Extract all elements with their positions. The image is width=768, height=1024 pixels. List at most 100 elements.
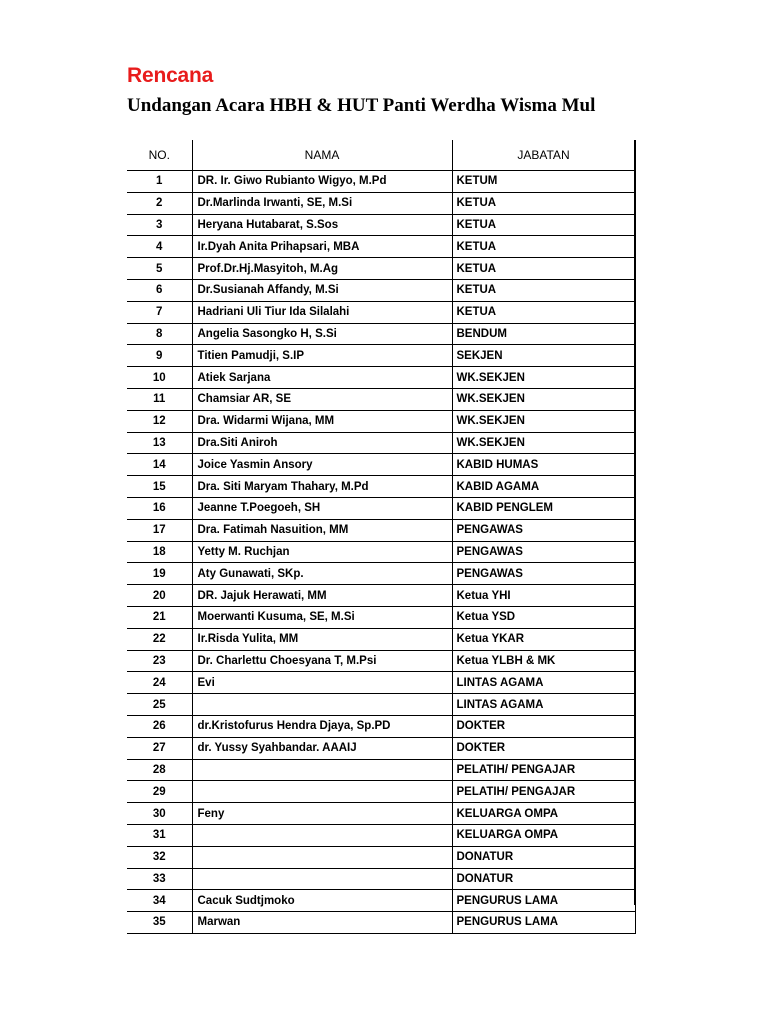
cell-nama: Ir.Risda Yulita, MM	[192, 628, 453, 651]
cell-jabatan: KETUA	[452, 214, 636, 237]
cell-nama: Marwan	[192, 911, 453, 934]
cell-jabatan: WK.SEKJEN	[452, 366, 636, 389]
table-row: 19 Aty Gunawati, SKp. PENGAWAS	[127, 562, 636, 586]
cell-nama: Chamsiar AR, SE	[192, 388, 453, 411]
cell-jabatan: PELATIH/ PENGAJAR	[452, 780, 636, 804]
cell-nama: Dra. Widarmi Wijana, MM	[192, 410, 453, 433]
table-row: 33 DONATUR	[127, 868, 636, 891]
cell-nama: Dra.Siti Aniroh	[192, 432, 453, 455]
table-row: 14 Joice Yasmin Ansory KABID HUMAS	[127, 453, 636, 477]
cell-nama	[192, 759, 453, 782]
cell-nama: Evi	[192, 671, 453, 695]
roster-table: NO. NAMA JABATAN 1 DR. Ir. Giwo Rubianto …	[127, 140, 636, 934]
table-row: 10 Atiek Sarjana WK.SEKJEN	[127, 366, 636, 389]
cell-nama	[192, 868, 453, 891]
cell-nama: Titien Pamudji, S.IP	[192, 344, 453, 368]
cell-no: 15	[127, 475, 193, 498]
cell-jabatan: WK.SEKJEN	[452, 388, 636, 411]
cell-no: 30	[127, 802, 193, 825]
table-row: 13 Dra.Siti Aniroh WK.SEKJEN	[127, 432, 636, 455]
table-row: 17 Dra. Fatimah Nasuition, MM PENGAWAS	[127, 519, 636, 542]
table-row: 23 Dr. Charlettu Choesyana T, M.Psi Ketua …	[127, 650, 636, 673]
cell-jabatan: KETUA	[452, 301, 636, 324]
cell-no: 18	[127, 541, 193, 564]
table-row: 15 Dra. Siti Maryam Thahary, M.Pd KABID AG…	[127, 475, 636, 498]
roster-table-container: NO. NAMA JABATAN 1 DR. Ir. Giwo Rubianto …	[127, 140, 636, 934]
table-header-row: NO. NAMA JABATAN	[127, 140, 636, 171]
cell-no: 19	[127, 562, 193, 586]
cell-no: 23	[127, 650, 193, 673]
cell-jabatan: KETUA	[452, 192, 636, 215]
cell-no: 22	[127, 628, 193, 651]
cell-jabatan: LINTAS AGAMA	[452, 693, 636, 716]
cell-nama	[192, 824, 453, 847]
table-right-border	[634, 140, 636, 905]
cell-no: 5	[127, 257, 193, 280]
cell-no: 7	[127, 301, 193, 324]
cell-nama: Ir.Dyah Anita Prihapsari, MBA	[192, 235, 453, 259]
table-row: 31 KELUARGA OMPA	[127, 824, 636, 847]
cell-no: 3	[127, 214, 193, 237]
cell-no: 28	[127, 759, 193, 782]
table-row: 18 Yetty M. Ruchjan PENGAWAS	[127, 541, 636, 564]
cell-no: 27	[127, 737, 193, 760]
cell-jabatan: PENGURUS LAMA	[452, 911, 636, 934]
table-row: 28 PELATIH/ PENGAJAR	[127, 759, 636, 782]
cell-no: 13	[127, 432, 193, 455]
table-row: 21 Moerwanti Kusuma, SE, M.Si Ketua YSD	[127, 606, 636, 629]
cell-jabatan: WK.SEKJEN	[452, 432, 636, 455]
cell-jabatan: DONATUR	[452, 868, 636, 891]
table-row: 6 Dr.Susianah Affandy, M.Si KETUA	[127, 279, 636, 302]
cell-no: 17	[127, 519, 193, 542]
cell-jabatan: PENGAWAS	[452, 562, 636, 586]
cell-jabatan: KELUARGA OMPA	[452, 802, 636, 825]
table-row: 29 PELATIH/ PENGAJAR	[127, 780, 636, 804]
cell-no: 1	[127, 170, 193, 193]
table-header: NO. NAMA JABATAN	[127, 140, 636, 171]
cell-nama: Dra. Fatimah Nasuition, MM	[192, 519, 453, 542]
cell-no: 35	[127, 911, 193, 934]
cell-no: 24	[127, 671, 193, 695]
cell-no: 25	[127, 693, 193, 716]
column-header-jabatan: JABATAN	[452, 140, 636, 171]
cell-no: 21	[127, 606, 193, 629]
cell-no: 34	[127, 889, 193, 913]
cell-jabatan: PENGAWAS	[452, 519, 636, 542]
cell-nama: Prof.Dr.Hj.Masyitoh, M.Ag	[192, 257, 453, 280]
cell-no: 2	[127, 192, 193, 215]
table-row: 9 Titien Pamudji, S.IP SEKJEN	[127, 344, 636, 368]
cell-no: 26	[127, 715, 193, 738]
cell-jabatan: Ketua YKAR	[452, 628, 636, 651]
cell-no: 32	[127, 846, 193, 869]
table-row: 24 Evi LINTAS AGAMA	[127, 671, 636, 695]
page-title: Rencana	[127, 64, 214, 87]
cell-no: 11	[127, 388, 193, 411]
cell-no: 31	[127, 824, 193, 847]
table-row: 4 Ir.Dyah Anita Prihapsari, MBA KETUA	[127, 235, 636, 259]
cell-nama: Jeanne T.Poegoeh, SH	[192, 497, 453, 520]
cell-nama: DR. Ir. Giwo Rubianto Wigyo, M.Pd	[192, 170, 453, 193]
table-row: 2 Dr.Marlinda Irwanti, SE, M.Si KETUA	[127, 192, 636, 215]
cell-no: 8	[127, 323, 193, 346]
cell-jabatan: KABID AGAMA	[452, 475, 636, 498]
cell-nama	[192, 780, 453, 804]
cell-no: 10	[127, 366, 193, 389]
cell-nama: Dra. Siti Maryam Thahary, M.Pd	[192, 475, 453, 498]
table-row: 25 LINTAS AGAMA	[127, 693, 636, 716]
table-row: 32 DONATUR	[127, 846, 636, 869]
cell-nama: Moerwanti Kusuma, SE, M.Si	[192, 606, 453, 629]
cell-jabatan: KABID PENGLEM	[452, 497, 636, 520]
table-row: 7 Hadriani Uli Tiur Ida Silalahi KETUA	[127, 301, 636, 324]
cell-no: 33	[127, 868, 193, 891]
cell-nama: Cacuk Sudtjmoko	[192, 889, 453, 913]
table-row: 20 DR. Jajuk Herawati, MM Ketua YHI	[127, 584, 636, 607]
cell-jabatan: PENGAWAS	[452, 541, 636, 564]
cell-no: 29	[127, 780, 193, 804]
cell-nama: Dr. Charlettu Choesyana T, M.Psi	[192, 650, 453, 673]
cell-jabatan: Ketua YHI	[452, 584, 636, 607]
table-row: 5 Prof.Dr.Hj.Masyitoh, M.Ag KETUA	[127, 257, 636, 280]
cell-jabatan: SEKJEN	[452, 344, 636, 368]
cell-nama: Atiek Sarjana	[192, 366, 453, 389]
cell-nama	[192, 846, 453, 869]
